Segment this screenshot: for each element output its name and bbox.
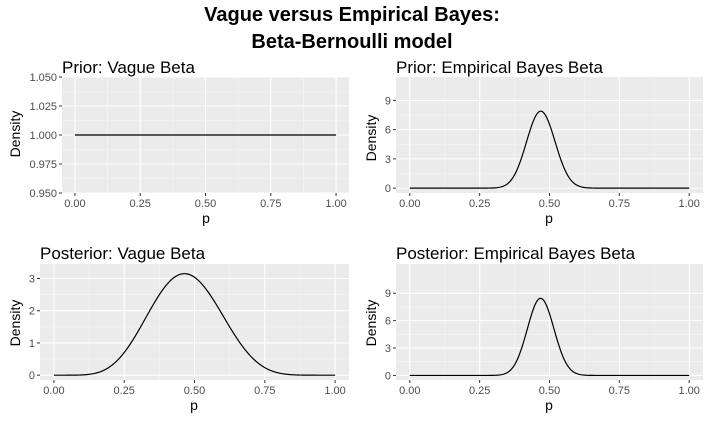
x-tick-label: 0.50 — [539, 198, 560, 210]
x-tick-label: 1.00 — [678, 385, 699, 397]
density-curve — [409, 297, 690, 377]
x-tick-label: 0.00 — [399, 198, 420, 210]
y-axis-label: Density — [363, 115, 379, 162]
plot-area: 0.00 0.25 0.50 0.75 1.00 0 3 6 9 — [385, 77, 703, 210]
x-tick-label: 0.00 — [399, 385, 420, 397]
x-tick-label: 0.75 — [609, 385, 630, 397]
plot-area: 0.00 0.25 0.50 0.75 1.00 0 3 6 9 — [385, 264, 703, 397]
y-tick-label: 0 — [385, 370, 391, 382]
figure-title-line1: Vague versus Empirical Bayes: — [204, 4, 500, 26]
y-tick-label: 1.000 — [29, 130, 57, 142]
x-tick-label: 0.50 — [539, 385, 560, 397]
x-tick-label: 1.00 — [678, 198, 699, 210]
y-tick-label: 1 — [29, 338, 35, 350]
x-tick-label: 0.50 — [195, 198, 216, 210]
panel-title: Prior: Empirical Bayes Beta — [396, 58, 603, 77]
x-tick-label: 0.75 — [609, 198, 630, 210]
y-tick-label: 2 — [29, 306, 35, 318]
y-tick-label: 6 — [385, 125, 391, 137]
x-tick-label: 0.75 — [254, 385, 275, 397]
x-tick-label: 0.00 — [64, 198, 85, 210]
y-tick-label: 1.025 — [29, 101, 57, 113]
panel-posterior-vague: Posterior: Vague Beta Density p 0.00 0.25… — [7, 244, 349, 413]
figure-title-line2: Beta-Bernoulli model — [251, 31, 452, 53]
y-axis-label: Density — [363, 300, 379, 347]
y-tick-label: 1.050 — [29, 72, 57, 84]
panel-title: Posterior: Empirical Bayes Beta — [396, 244, 636, 263]
panel-title: Posterior: Vague Beta — [40, 244, 206, 263]
density-curve — [409, 110, 690, 189]
y-tick-label: 0 — [29, 370, 35, 382]
y-tick-label: 0 — [385, 183, 391, 195]
y-tick-label: 6 — [385, 316, 391, 328]
x-axis-label: p — [190, 397, 198, 413]
x-tick-label: 0.25 — [469, 198, 490, 210]
x-tick-label: 1.00 — [324, 385, 345, 397]
x-tick-label: 0.25 — [469, 385, 490, 397]
plot-area: 0.00 0.25 0.50 0.75 1.00 0 1 2 3 — [29, 264, 349, 397]
density-curve — [53, 273, 336, 376]
panel-posterior-empirical: Posterior: Empirical Bayes Beta Density … — [363, 244, 703, 413]
x-axis-label: p — [545, 397, 553, 413]
panel-prior-vague: Prior: Vague Beta Density p 0.00 0.25 0.50… — [7, 58, 349, 226]
y-tick-label: 3 — [385, 154, 391, 166]
panel-prior-empirical: Prior: Empirical Bayes Beta Density p 0.… — [363, 58, 703, 226]
x-axis-label: p — [202, 210, 210, 226]
y-tick-label: 9 — [385, 95, 391, 107]
y-tick-label: 3 — [29, 274, 35, 286]
x-tick-label: 0.00 — [43, 385, 64, 397]
plot-area: 0.00 0.25 0.50 0.75 1.00 0.950 0.975 1.000 1.025… — [29, 72, 349, 210]
x-tick-label: 1.00 — [325, 198, 346, 210]
y-tick-label: 9 — [385, 288, 391, 300]
x-axis-label: p — [545, 210, 553, 226]
x-tick-label: 0.75 — [260, 198, 281, 210]
y-axis-label: Density — [7, 300, 23, 347]
x-tick-label: 0.50 — [184, 385, 205, 397]
x-tick-label: 0.25 — [129, 198, 150, 210]
y-axis-label: Density — [7, 111, 23, 158]
x-tick-label: 0.25 — [113, 385, 134, 397]
y-tick-label: 0.950 — [29, 188, 57, 200]
y-tick-label: 0.975 — [29, 159, 57, 171]
y-tick-label: 3 — [385, 343, 391, 355]
panel-title: Prior: Vague Beta — [62, 58, 195, 77]
